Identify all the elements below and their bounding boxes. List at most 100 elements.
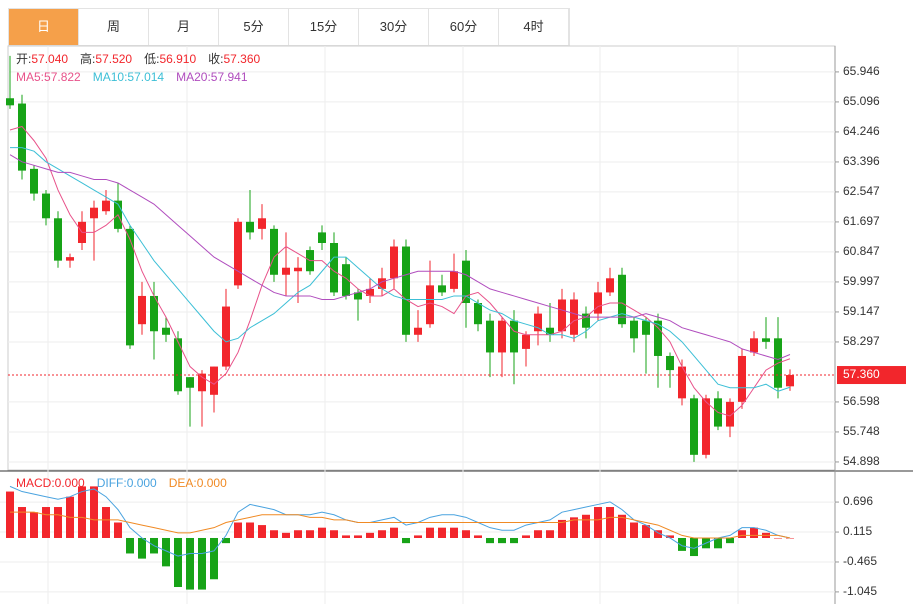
macd-bar (6, 491, 14, 538)
legend-value: 57.520 (95, 52, 132, 66)
macd-bar (474, 535, 482, 538)
candle-body (30, 168, 38, 194)
macd-bar (126, 537, 134, 554)
candle-body (702, 398, 710, 455)
y-tick-label: 59.147 (843, 304, 880, 318)
period-tab[interactable]: 60分 (429, 9, 499, 45)
macd-bar (258, 525, 266, 538)
candle-body (510, 320, 518, 353)
macd-bar (174, 537, 182, 588)
macd-bar (270, 530, 278, 538)
candle-body (318, 232, 326, 243)
macd-bar (666, 535, 674, 538)
macd-bar (186, 537, 194, 590)
period-tab[interactable]: 30分 (359, 9, 429, 45)
candle-body (378, 278, 386, 289)
macd-bar (630, 522, 638, 538)
macd-bar (546, 530, 554, 538)
candle-body (654, 320, 662, 356)
legend: MACD:0.000 DIFF:0.000 DEA:0.000 (16, 476, 227, 490)
candle-body (330, 242, 338, 293)
candle-body (66, 257, 74, 261)
candle-body (174, 338, 182, 392)
macd-bar (498, 537, 506, 544)
y-tick-label: -0.465 (843, 554, 877, 568)
y-tick-label: 54.898 (843, 454, 880, 468)
macd-bar (222, 537, 230, 544)
macd-bar (306, 530, 314, 538)
macd-bar (642, 525, 650, 538)
macd-bar (654, 530, 662, 538)
period-tab[interactable]: 周 (79, 9, 149, 45)
y-tick-label: 65.096 (843, 94, 880, 108)
candle-body (642, 320, 650, 335)
candle-body (210, 366, 218, 395)
legend-name: 开: (16, 52, 31, 66)
candle-body (690, 398, 698, 455)
candle-body (486, 320, 494, 353)
macd-bar (786, 537, 794, 539)
period-tab[interactable]: 15分 (289, 9, 359, 45)
legend-name: DEA: (169, 476, 197, 490)
macd-bar (78, 486, 86, 538)
candle-body (42, 193, 50, 219)
candle-body (522, 334, 530, 349)
candle-body (186, 377, 194, 388)
candle-body (234, 221, 242, 286)
legend-value: 57.941 (211, 70, 248, 84)
candle-body (462, 260, 470, 304)
legend-name: MA5: (16, 70, 44, 84)
legend-name: DIFF: (97, 476, 127, 490)
macd-bar (138, 537, 146, 559)
macd-line (10, 511, 791, 539)
macd-bar (210, 537, 218, 580)
legend-name: MACD: (16, 476, 55, 490)
y-tick-label: 63.396 (843, 154, 880, 168)
legend-name: 收: (208, 52, 223, 66)
candle-body (534, 313, 542, 332)
macd-bar (534, 530, 542, 538)
macd-bar (234, 522, 242, 538)
last-price-label: 57.360 (843, 367, 880, 381)
candle-body (474, 303, 482, 325)
candle-body (138, 295, 146, 325)
candle-body (390, 246, 398, 279)
legend-value: 57.822 (44, 70, 81, 84)
period-tab[interactable]: 5分 (219, 9, 289, 45)
legend: MA5:57.822 MA10:57.014 MA20:57.941 (16, 70, 248, 84)
legend-name: MA10: (93, 70, 128, 84)
period-tab[interactable]: 4时 (499, 9, 569, 45)
macd-bar (618, 514, 626, 538)
y-tick-label: 55.748 (843, 424, 880, 438)
macd-bar (30, 512, 38, 538)
candle-body (90, 207, 98, 219)
y-tick-label: 60.847 (843, 244, 880, 258)
period-tab[interactable]: 月 (149, 9, 219, 45)
macd-bar (18, 507, 26, 538)
macd-bar (366, 532, 374, 538)
candle-body (558, 299, 566, 332)
ma-line (10, 147, 791, 392)
macd-bar (714, 537, 722, 549)
legend-value: 57.014 (127, 70, 164, 84)
candle-body (102, 200, 110, 212)
candle-body (762, 338, 770, 342)
candle-body (258, 218, 266, 229)
candle-body (726, 401, 734, 427)
last-price-tag (837, 366, 906, 385)
macd-bar (450, 527, 458, 538)
macd-bar (414, 535, 422, 538)
candle-body (282, 267, 290, 275)
macd-bar (246, 522, 254, 538)
candle-body (678, 366, 686, 399)
period-tab[interactable]: 日 (9, 9, 79, 45)
candle-body (150, 295, 158, 332)
legend-value: 56.910 (159, 52, 196, 66)
y-tick-label: 0.115 (843, 524, 872, 538)
candle-body (594, 292, 602, 314)
candle-body (630, 320, 638, 339)
macd-bar (198, 537, 206, 590)
candle-body (402, 246, 410, 335)
